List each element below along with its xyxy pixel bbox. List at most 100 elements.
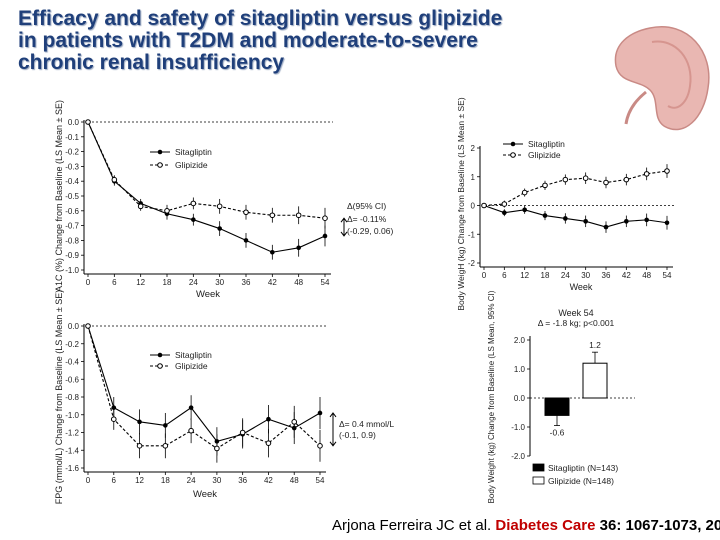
fpg-point <box>291 419 298 425</box>
a1c-x-tick-label: 24 <box>189 278 198 287</box>
fpg-legend-label: Sitagliptin <box>175 350 212 360</box>
fpg-y-tick-label: -1.0 <box>65 411 79 420</box>
weight-point <box>542 213 548 218</box>
weight-legend-marker <box>510 152 516 158</box>
fpg-annotation-line: (-0.1, 0.9) <box>339 430 376 440</box>
fpg-x-tick-label: 36 <box>238 476 247 485</box>
a1c-x-tick-label: 0 <box>86 278 91 287</box>
a1c-y-tick-label: -0.8 <box>65 236 79 245</box>
a1c-y-tick-label: 0.0 <box>68 118 80 127</box>
plot-layer: 0.0 -0.1 -0.2 -0.3 -0.4 -0.5 -0.6 -0.7 -0.8 -0.9 -… <box>65 118 675 485</box>
a1c-series-line <box>87 121 326 219</box>
fpg-point <box>188 427 194 434</box>
a1c-point <box>296 245 301 251</box>
a1c-annotation-line: Δ= -0.11% <box>347 214 387 224</box>
fpg-delta-arrowhead <box>329 412 337 418</box>
fpg-legend-label: Glipizide <box>175 361 208 371</box>
fpg-point <box>317 443 323 449</box>
fpg-series-line <box>87 325 321 443</box>
bar-subtitle: Δ = -1.8 kg; p<0.001 <box>538 318 615 328</box>
a1c-point <box>191 217 196 222</box>
weight-legend-marker <box>510 141 516 147</box>
weight-point <box>624 219 629 224</box>
weight-point <box>563 216 568 221</box>
bar-value-label: -0.6 <box>550 428 565 438</box>
fpg-x-tick-label: 24 <box>187 476 196 485</box>
bar <box>582 362 608 399</box>
fpg-point <box>162 443 169 449</box>
a1c-point <box>322 215 328 221</box>
weight-x-tick-label: 24 <box>561 271 570 280</box>
a1c-y-tick-label: -1.0 <box>65 266 79 275</box>
bar-legend-swatch <box>532 463 545 472</box>
weight-y-tick-label: 2 <box>471 144 476 153</box>
weight-y-tick-label: -1 <box>468 230 476 239</box>
weight-ylabel: Body WeigH (kg) Change from Baseline (LS… <box>456 97 466 310</box>
weight-x-tick-label: 0 <box>482 271 487 280</box>
weight-x-tick-label: 54 <box>663 271 672 280</box>
a1c-xlabel: Week <box>196 289 220 300</box>
a1c-y-tick-label: -0.5 <box>65 192 79 201</box>
a1c-delta-arrowhead <box>340 231 348 237</box>
weight-y-tick-label: -2 <box>468 259 476 268</box>
a1c-point <box>111 176 118 183</box>
title-line: Efficacy and safety of sitagliptin versu… <box>18 7 503 30</box>
a1c-x-tick-label: 12 <box>136 278 145 287</box>
fpg-point <box>163 423 168 428</box>
title-line: in patients with T2DM and moderate-to-se… <box>18 29 478 52</box>
a1c-x-tick-label: 36 <box>242 278 251 287</box>
fpg-legend-marker <box>157 352 163 358</box>
a1c-point <box>217 226 222 231</box>
bar-title: Week 54 <box>558 308 593 318</box>
weight-point <box>643 171 650 177</box>
a1c-y-tick-label: -0.9 <box>65 251 79 260</box>
fpg-point <box>188 405 194 410</box>
a1c-x-tick-label: 30 <box>215 278 224 287</box>
a1c-point <box>270 249 275 255</box>
fpg-x-tick-label: 48 <box>290 476 299 485</box>
weight-x-tick-label: 48 <box>642 271 651 280</box>
fpg-y-tick-label: 0.0 <box>68 322 80 331</box>
fpg-y-tick-label: -1.2 <box>65 429 79 438</box>
bar-legend-label: Sitagliptin (N=143) <box>548 463 618 473</box>
weight-point <box>583 219 588 224</box>
weight-point <box>481 202 487 209</box>
weight-series-line <box>483 170 668 207</box>
fpg-point <box>110 416 117 422</box>
weight-series-line <box>483 204 668 228</box>
bar-y-tick-label: 1.0 <box>514 365 526 374</box>
a1c-x-tick-label: 18 <box>163 278 172 287</box>
weight-point <box>562 176 569 183</box>
a1c-y-tick-label: -0.6 <box>65 207 79 216</box>
fpg-y-tick-label: -0.2 <box>65 340 79 349</box>
a1c-x-tick-label: 54 <box>321 278 330 287</box>
fpg-point <box>317 410 323 416</box>
weight-x-tick-label: 18 <box>541 271 550 280</box>
weight-point <box>603 179 609 186</box>
weight-x-tick-label: 12 <box>520 271 529 280</box>
weight-point <box>501 201 508 207</box>
weight-y-tick-label: 0 <box>471 202 476 211</box>
weight-point <box>664 220 670 226</box>
a1c-point <box>243 238 249 243</box>
fpg-x-tick-label: 54 <box>316 476 325 485</box>
a1c-annotation-line: (-0.29, 0.06) <box>347 226 393 236</box>
a1c-point <box>164 208 170 214</box>
bar-y-tick-label: 0.0 <box>514 394 526 403</box>
weight-point <box>502 210 507 215</box>
a1c-y-tick-label: -0.2 <box>65 148 79 157</box>
fpg-x-tick-label: 42 <box>264 476 273 485</box>
a1c-y-tick-label: -0.4 <box>65 177 79 186</box>
a1c-point <box>216 203 223 210</box>
a1c-point <box>190 200 197 207</box>
a1c-legend-label: Sitagliptin <box>175 147 212 157</box>
fpg-point <box>85 323 91 329</box>
weight-point <box>603 224 609 230</box>
weight-x-tick-label: 36 <box>602 271 611 280</box>
a1c-legend-marker <box>157 149 163 155</box>
bar-value-label: 1.2 <box>589 340 601 350</box>
bar <box>544 397 570 416</box>
kidney-illustration <box>614 26 710 131</box>
fpg-legend-marker <box>157 363 163 369</box>
